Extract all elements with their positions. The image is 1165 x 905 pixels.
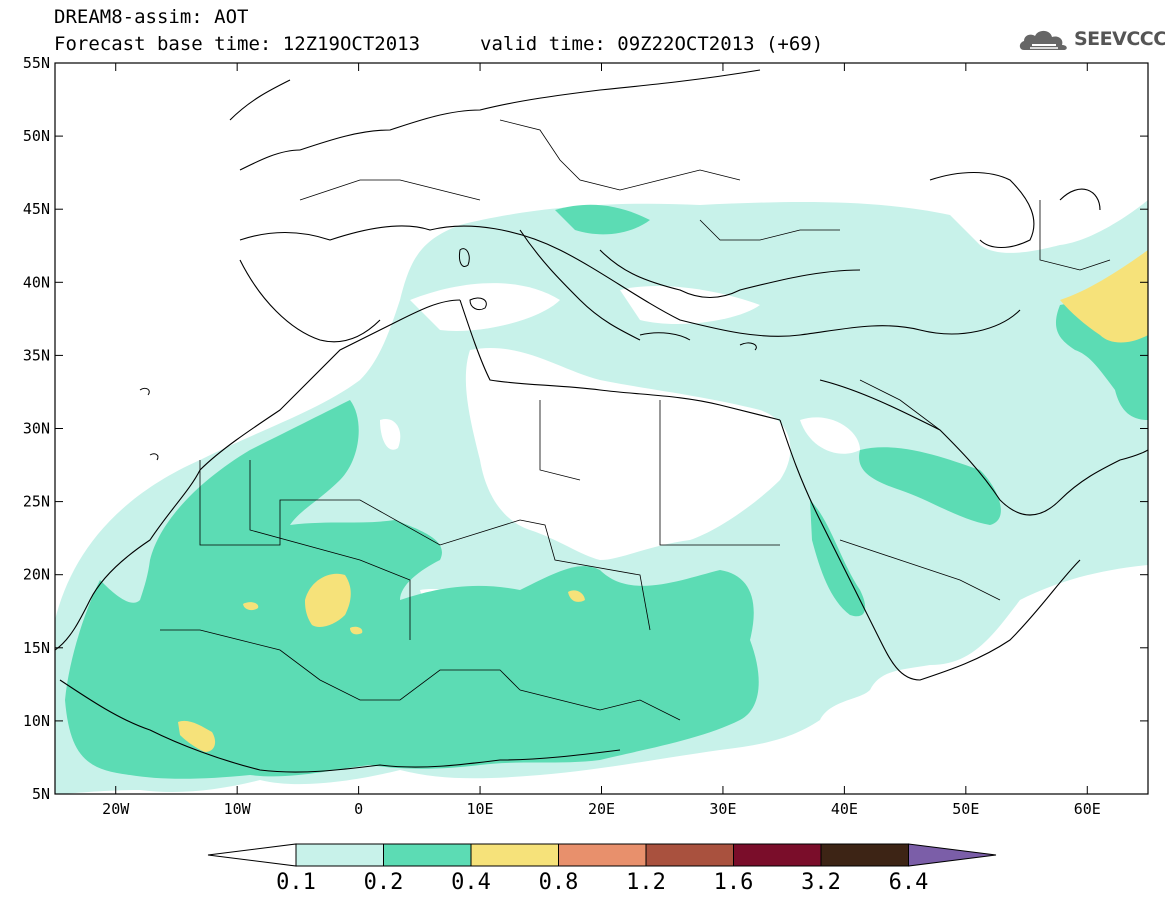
lat-tick-label: 25N — [23, 493, 50, 511]
lat-tick-label: 35N — [23, 346, 50, 364]
logo-text: SEEVCCC — [1074, 28, 1165, 50]
lat-tick-label: 5N — [32, 785, 50, 803]
colorbar-label: 0.8 — [538, 870, 579, 895]
colorbar-label: 6.4 — [888, 870, 929, 895]
lat-tick-label: 10N — [23, 712, 50, 730]
lat-tick-label: 55N — [23, 54, 50, 72]
lat-tick-group: 55N 50N 45N 40N 35N 30N 25N 20N 15N 10N 5N — [23, 54, 1148, 803]
lon-tick-label: 20E — [588, 800, 615, 818]
valid-time: valid time: 09Z22OCT2013 (+69) — [480, 33, 824, 55]
colorbar-label: 0.4 — [451, 870, 491, 895]
coastlines — [55, 69, 1148, 773]
lon-tick-label: 30E — [709, 800, 736, 818]
lat-tick-label: 30N — [23, 420, 50, 438]
lat-tick-label: 20N — [23, 566, 50, 584]
title-line-2: Forecast base time: 12Z19OCT2013 — [54, 33, 421, 55]
lon-tick-label: 40E — [831, 800, 858, 818]
colorbar-label: 0.2 — [363, 870, 404, 895]
colorbar-label: 0.1 — [276, 870, 316, 895]
lat-tick-label: 45N — [23, 200, 50, 218]
lon-tick-label: 60E — [1074, 800, 1101, 818]
lon-tick-label: 10W — [224, 800, 252, 818]
colorbar-label: 1.2 — [626, 870, 666, 895]
title-line-1: DREAM8-assim: AOT — [54, 6, 249, 28]
cloud-icon — [1019, 30, 1067, 50]
lon-tick-label: 50E — [952, 800, 979, 818]
aot-level-0-4 — [178, 250, 1148, 752]
colorbar-label: 3.2 — [801, 870, 841, 895]
lon-tick-group: 20W 10W 0 10E 20E 30E 40E 50E 60E — [102, 63, 1101, 818]
lon-tick-label: 0 — [354, 800, 363, 818]
lon-tick-label: 10E — [467, 800, 494, 818]
islands — [139, 248, 757, 461]
lat-tick-label: 50N — [23, 127, 50, 145]
lon-tick-label: 20W — [102, 800, 130, 818]
lat-tick-label: 40N — [23, 273, 50, 291]
lat-tick-label: 15N — [23, 639, 50, 657]
colorbar-label: 1.6 — [713, 870, 754, 895]
seevccc-logo — [1018, 26, 1158, 54]
country-borders — [160, 119, 1111, 721]
